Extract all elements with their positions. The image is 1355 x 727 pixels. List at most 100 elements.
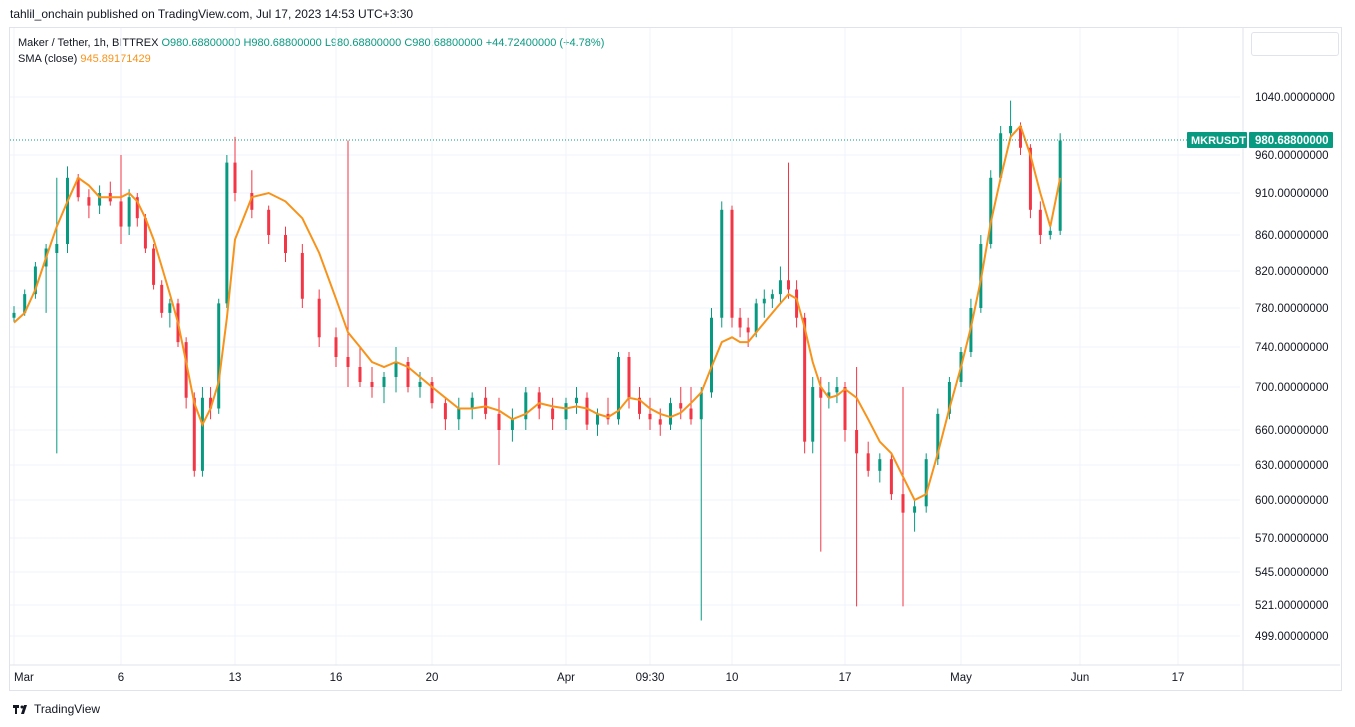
candle-body <box>358 367 362 382</box>
time-tick-label: May <box>950 672 972 684</box>
candle-body <box>1058 140 1062 231</box>
candle-body <box>12 312 16 318</box>
candle-body <box>648 413 652 420</box>
candle-body <box>720 209 724 318</box>
candle-body <box>596 413 599 425</box>
candle-body <box>819 387 823 398</box>
top-right-control[interactable] <box>1251 32 1339 56</box>
legend-sma-label[interactable]: SMA (close) <box>18 53 78 65</box>
legend-change: +44.72400000 (+4.78%) <box>485 37 605 49</box>
candle-body <box>855 430 859 454</box>
legend-ohlc-row: Maker / Tether, 1h, BITTREX O980.6880000… <box>18 35 604 51</box>
price-tick-label: 660.00000000 <box>1255 425 1329 437</box>
price-tick-label: 960.00000000 <box>1255 150 1329 162</box>
price-axis: 1040.00000000 960.00000000 910.00000000 860… <box>1255 92 1335 643</box>
time-tick-label: Apr <box>557 672 575 684</box>
candle-body <box>209 397 213 409</box>
legend-symbol[interactable]: Maker / Tether, 1h, BITTREX <box>18 37 159 49</box>
time-tick-label: 09:30 <box>636 672 665 684</box>
time-tick-label: 6 <box>118 672 124 684</box>
candle-body <box>184 342 188 398</box>
candle-body <box>803 317 807 442</box>
time-tick-label: 16 <box>330 672 343 684</box>
tradingview-logo-icon <box>13 705 27 714</box>
candle-body <box>738 317 742 328</box>
candle-body <box>537 392 541 409</box>
candle-body <box>382 377 386 387</box>
candle-body <box>889 459 893 495</box>
price-tick-label: 600.00000000 <box>1255 495 1329 507</box>
candle-body <box>119 201 123 227</box>
chart-grid <box>10 28 1340 690</box>
sma-line <box>13 124 1062 502</box>
candle-body <box>778 280 782 295</box>
candle-body <box>1009 126 1013 134</box>
candle-body <box>638 397 641 414</box>
candle-body <box>989 177 993 244</box>
candle-body <box>689 408 693 420</box>
candle-body <box>999 133 1003 178</box>
last-price-tag: MKRUSDT 980.68800000 <box>1187 132 1333 149</box>
time-tick-label: 17 <box>1172 672 1185 684</box>
candle-body <box>300 253 304 299</box>
price-tick-label: 570.00000000 <box>1255 533 1329 545</box>
price-tick-label: 780.00000000 <box>1255 303 1329 315</box>
candle-body <box>1019 126 1022 148</box>
candle-body <box>878 459 882 471</box>
candle-body <box>754 303 758 333</box>
candle-body <box>418 382 422 387</box>
candle-body <box>250 193 254 210</box>
candle-body <box>924 459 928 507</box>
candle-body <box>901 494 905 513</box>
candle-body <box>658 419 662 425</box>
candle-body <box>217 303 221 409</box>
price-tick-label: 545.00000000 <box>1255 567 1329 579</box>
symbol-tag-label: MKRUSDT <box>1191 135 1246 147</box>
candle-body <box>730 209 734 318</box>
legend-open: O980.68800000 <box>161 37 241 49</box>
candle-body <box>66 177 69 244</box>
candle-body <box>443 403 447 420</box>
legend-close: C980.68800000 <box>404 37 483 49</box>
candle-body <box>430 382 434 404</box>
candle-body <box>406 362 410 387</box>
candle-body <box>746 327 750 333</box>
candle-body <box>510 419 514 430</box>
candle-body <box>913 506 917 513</box>
candle-body <box>470 397 474 409</box>
time-tick-label: 10 <box>726 672 739 684</box>
chart-legend: Maker / Tether, 1h, BITTREX O980.6880000… <box>18 35 604 67</box>
price-tick-label: 630.00000000 <box>1255 460 1329 472</box>
candle-body <box>1028 147 1032 210</box>
price-tick-label: 860.00000000 <box>1255 230 1329 242</box>
price-tick-label: 1040.00000000 <box>1255 92 1335 104</box>
time-tick-label: Mar <box>14 672 34 684</box>
candle-body <box>152 248 156 285</box>
candle-body <box>679 403 683 409</box>
price-tick-label: 499.00000000 <box>1255 631 1329 643</box>
candle-body <box>23 294 27 313</box>
candle-body <box>200 397 204 471</box>
symbol-tag-bg <box>1187 132 1247 149</box>
candle-body <box>334 337 338 357</box>
candle-body <box>617 357 620 420</box>
candle-body <box>168 303 172 313</box>
legend-high: H980.68800000 <box>243 37 322 49</box>
candle-body <box>233 162 237 193</box>
candle-body <box>76 177 80 198</box>
chart-frame <box>9 27 1342 691</box>
candle-body <box>551 408 555 420</box>
candle-body <box>787 280 790 290</box>
candle-body <box>55 244 59 253</box>
price-tag-bg <box>1249 132 1333 149</box>
candle-body <box>98 193 102 206</box>
candle-body <box>669 403 672 425</box>
price-tick-label: 740.00000000 <box>1255 342 1329 354</box>
candle-body <box>457 408 461 420</box>
candle-body <box>225 162 229 304</box>
candle-body <box>267 209 271 235</box>
price-tick-label: 521.00000000 <box>1255 600 1329 612</box>
footer-brand[interactable]: TradingView <box>12 702 100 716</box>
time-tick-label: Jun <box>1071 672 1090 684</box>
